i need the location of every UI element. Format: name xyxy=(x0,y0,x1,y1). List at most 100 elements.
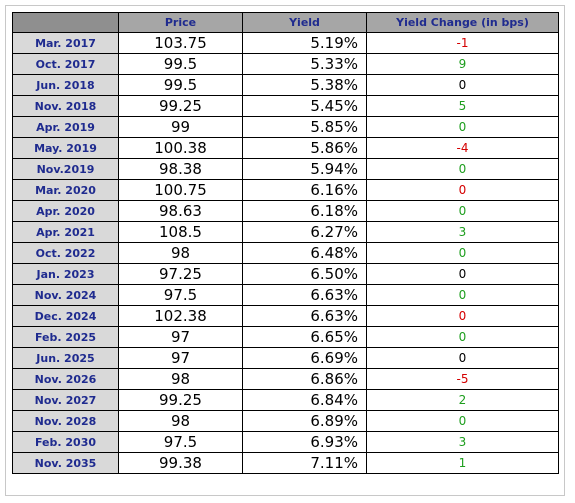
row-price: 97 xyxy=(118,347,243,369)
row-yield: 5.33% xyxy=(242,53,367,75)
row-date: Mar. 2020 xyxy=(12,179,119,201)
row-yield: 5.85% xyxy=(242,116,367,138)
header-yield: Yield xyxy=(242,12,367,33)
row-yield-change: 0 xyxy=(366,242,559,264)
row-yield-change: 0 xyxy=(366,284,559,306)
table-row: Apr. 2019 99 5.85% 0 xyxy=(12,116,559,138)
table-row: Nov. 2035 99.38 7.11% 1 xyxy=(12,452,559,474)
row-date: Jun. 2018 xyxy=(12,74,119,96)
row-date: May. 2019 xyxy=(12,137,119,159)
table-row: Jun. 2018 99.5 5.38% 0 xyxy=(12,74,559,96)
header-price: Price xyxy=(118,12,243,33)
row-date: Feb. 2030 xyxy=(12,431,119,453)
row-yield-change: 0 xyxy=(366,74,559,96)
row-yield: 6.18% xyxy=(242,200,367,222)
table-row: Oct. 2022 98 6.48% 0 xyxy=(12,242,559,264)
table-row: Nov. 2028 98 6.89% 0 xyxy=(12,410,559,432)
row-date: Oct. 2022 xyxy=(12,242,119,264)
row-price: 98 xyxy=(118,410,243,432)
row-date: Apr. 2020 xyxy=(12,200,119,222)
row-price: 99.5 xyxy=(118,53,243,75)
row-yield-change: 1 xyxy=(366,452,559,474)
row-yield: 5.19% xyxy=(242,32,367,54)
row-date: Mar. 2017 xyxy=(12,32,119,54)
row-price: 99.25 xyxy=(118,95,243,117)
row-price: 100.38 xyxy=(118,137,243,159)
table-row: Nov. 2027 99.25 6.84% 2 xyxy=(12,389,559,411)
table-row: Nov.2019 98.38 5.94% 0 xyxy=(12,158,559,180)
row-yield: 6.84% xyxy=(242,389,367,411)
header-row: Price Yield Yield Change (in bps) xyxy=(12,12,559,33)
table-row: Mar. 2020 100.75 6.16% 0 xyxy=(12,179,559,201)
row-price: 99.38 xyxy=(118,452,243,474)
row-yield: 7.11% xyxy=(242,452,367,474)
row-date: Nov. 2024 xyxy=(12,284,119,306)
row-yield: 6.65% xyxy=(242,326,367,348)
row-date: Jun. 2025 xyxy=(12,347,119,369)
table-row: Nov. 2018 99.25 5.45% 5 xyxy=(12,95,559,117)
table-row: Mar. 2017 103.75 5.19% -1 xyxy=(12,32,559,54)
header-corner xyxy=(12,12,119,33)
row-yield-change: 0 xyxy=(366,326,559,348)
table-row: Nov. 2026 98 6.86% -5 xyxy=(12,368,559,390)
row-price: 98 xyxy=(118,242,243,264)
table-row: Nov. 2024 97.5 6.63% 0 xyxy=(12,284,559,306)
row-date: Nov. 2018 xyxy=(12,95,119,117)
row-price: 100.75 xyxy=(118,179,243,201)
row-price: 98 xyxy=(118,368,243,390)
table-row: Apr. 2020 98.63 6.18% 0 xyxy=(12,200,559,222)
row-yield-change: 0 xyxy=(366,410,559,432)
row-price: 102.38 xyxy=(118,305,243,327)
table-row: Jun. 2025 97 6.69% 0 xyxy=(12,347,559,369)
row-yield-change: 0 xyxy=(366,263,559,285)
row-price: 99.25 xyxy=(118,389,243,411)
row-date: Apr. 2019 xyxy=(12,116,119,138)
row-price: 108.5 xyxy=(118,221,243,243)
row-yield: 6.63% xyxy=(242,284,367,306)
row-yield: 6.69% xyxy=(242,347,367,369)
row-price: 99.5 xyxy=(118,74,243,96)
row-date: Nov. 2027 xyxy=(12,389,119,411)
row-yield-change: -5 xyxy=(366,368,559,390)
row-yield: 6.86% xyxy=(242,368,367,390)
row-date: Oct. 2017 xyxy=(12,53,119,75)
row-yield: 6.16% xyxy=(242,179,367,201)
row-price: 99 xyxy=(118,116,243,138)
row-date: Apr. 2021 xyxy=(12,221,119,243)
row-yield-change: 0 xyxy=(366,347,559,369)
row-yield: 6.93% xyxy=(242,431,367,453)
row-date: Feb. 2025 xyxy=(12,326,119,348)
row-date: Nov. 2035 xyxy=(12,452,119,474)
table-row: Feb. 2025 97 6.65% 0 xyxy=(12,326,559,348)
row-date: Nov. 2026 xyxy=(12,368,119,390)
row-date: Nov.2019 xyxy=(12,158,119,180)
table-row: Feb. 2030 97.5 6.93% 3 xyxy=(12,431,559,453)
table-row: Dec. 2024 102.38 6.63% 0 xyxy=(12,305,559,327)
row-yield: 6.89% xyxy=(242,410,367,432)
table-body: Mar. 2017 103.75 5.19% -1 Oct. 2017 99.5 5.33%… xyxy=(12,32,559,474)
row-price: 97.5 xyxy=(118,431,243,453)
row-yield-change: 3 xyxy=(366,221,559,243)
table-row: May. 2019 100.38 5.86% -4 xyxy=(12,137,559,159)
row-yield-change: 0 xyxy=(366,158,559,180)
row-date: Dec. 2024 xyxy=(12,305,119,327)
row-yield-change: 0 xyxy=(366,305,559,327)
row-yield-change: -1 xyxy=(366,32,559,54)
row-price: 97.25 xyxy=(118,263,243,285)
row-yield: 5.45% xyxy=(242,95,367,117)
table-row: Oct. 2017 99.5 5.33% 9 xyxy=(12,53,559,75)
header-yield-change: Yield Change (in bps) xyxy=(366,12,559,33)
row-yield-change: 5 xyxy=(366,95,559,117)
row-yield: 5.38% xyxy=(242,74,367,96)
bond-yield-table: Price Yield Yield Change (in bps) Mar. 2… xyxy=(12,12,559,474)
row-yield: 6.48% xyxy=(242,242,367,264)
row-date: Jan. 2023 xyxy=(12,263,119,285)
row-yield-change: 0 xyxy=(366,200,559,222)
row-price: 98.63 xyxy=(118,200,243,222)
row-yield: 6.50% xyxy=(242,263,367,285)
row-price: 98.38 xyxy=(118,158,243,180)
row-yield: 5.86% xyxy=(242,137,367,159)
table-row: Apr. 2021 108.5 6.27% 3 xyxy=(12,221,559,243)
row-yield-change: -4 xyxy=(366,137,559,159)
row-price: 97.5 xyxy=(118,284,243,306)
